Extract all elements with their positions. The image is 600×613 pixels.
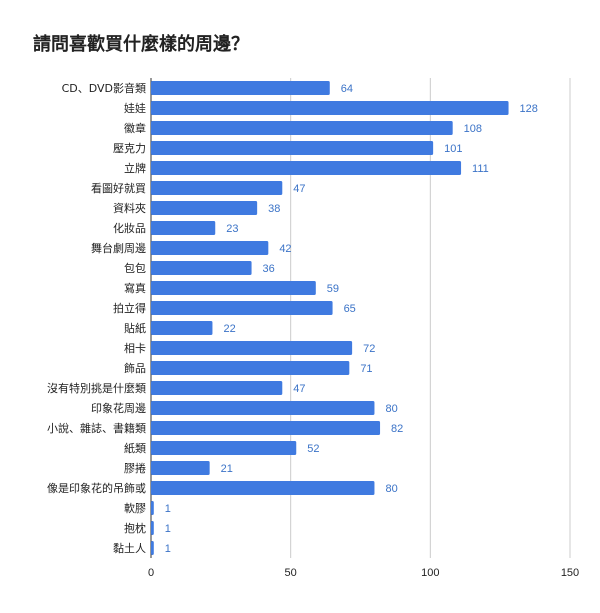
x-tick-label: 0 bbox=[148, 567, 154, 579]
category-label: CD、DVD影音類 bbox=[62, 81, 146, 95]
bar bbox=[151, 521, 154, 535]
category-label: 飾品 bbox=[124, 362, 146, 375]
bar bbox=[151, 341, 353, 355]
bar bbox=[151, 361, 350, 375]
bar bbox=[151, 301, 333, 315]
category-label: 像是印象花的吊飾或 bbox=[47, 481, 146, 495]
category-label: 紙類 bbox=[124, 441, 146, 455]
bar bbox=[151, 101, 509, 115]
data-label: 65 bbox=[344, 303, 356, 315]
data-label: 38 bbox=[268, 203, 280, 215]
bar bbox=[151, 321, 213, 335]
data-label: 101 bbox=[444, 143, 462, 155]
category-label: 看圖好就買 bbox=[91, 181, 146, 195]
bar bbox=[151, 221, 216, 235]
data-label: 52 bbox=[307, 443, 319, 455]
bar bbox=[151, 381, 283, 395]
bar bbox=[151, 401, 375, 415]
category-label: 壓克力 bbox=[113, 142, 146, 155]
bar bbox=[151, 181, 283, 195]
bar bbox=[151, 281, 316, 295]
category-label: 娃娃 bbox=[124, 102, 146, 115]
category-label: 小說、雜誌、書籍類 bbox=[47, 421, 146, 435]
category-label: 抱枕 bbox=[124, 521, 146, 535]
category-label: 立牌 bbox=[124, 161, 146, 175]
bar bbox=[151, 501, 154, 515]
data-label: 80 bbox=[385, 403, 397, 415]
category-label: 包包 bbox=[124, 262, 146, 275]
bar bbox=[151, 261, 252, 275]
data-label: 72 bbox=[363, 343, 375, 355]
category-label: 貼紙 bbox=[124, 321, 146, 335]
data-label: 47 bbox=[293, 183, 305, 195]
x-tick-label: 150 bbox=[561, 567, 579, 579]
data-label: 1 bbox=[165, 523, 171, 535]
x-tick-label: 100 bbox=[421, 567, 439, 579]
x-tick-label: 50 bbox=[285, 567, 297, 579]
bar bbox=[151, 161, 462, 175]
data-label: 1 bbox=[165, 503, 171, 515]
data-label: 111 bbox=[472, 163, 489, 175]
category-label: 徽章 bbox=[124, 121, 146, 135]
bar bbox=[151, 481, 375, 495]
data-label: 22 bbox=[223, 323, 235, 335]
bar bbox=[151, 241, 269, 255]
bar bbox=[151, 421, 381, 435]
bar bbox=[151, 141, 434, 155]
bar bbox=[151, 461, 210, 475]
bar bbox=[151, 201, 258, 215]
bar bbox=[151, 541, 154, 555]
category-label: 舞台劇周邊 bbox=[91, 241, 146, 255]
category-label: 膠捲 bbox=[124, 461, 146, 475]
bar bbox=[151, 441, 297, 455]
bar bbox=[151, 81, 330, 95]
category-label: 拍立得 bbox=[113, 301, 146, 315]
category-label: 軟膠 bbox=[124, 501, 146, 515]
category-label: 化妝品 bbox=[113, 221, 146, 235]
data-label: 1 bbox=[165, 543, 171, 555]
data-label: 71 bbox=[360, 363, 372, 375]
data-label: 42 bbox=[279, 243, 291, 255]
data-label: 80 bbox=[385, 483, 397, 495]
category-label: 寫真 bbox=[124, 281, 146, 295]
category-label: 資料夾 bbox=[113, 201, 146, 215]
category-label: 印象花周邊 bbox=[91, 401, 146, 415]
data-label: 23 bbox=[226, 223, 238, 235]
category-label: 相卡 bbox=[124, 342, 146, 355]
data-label: 21 bbox=[221, 463, 233, 475]
chart-title: 請問喜歡買什麼樣的周邊？ bbox=[33, 34, 249, 55]
data-label: 36 bbox=[263, 263, 275, 275]
data-label: 47 bbox=[293, 383, 305, 395]
data-label: 59 bbox=[327, 283, 339, 295]
data-label: 82 bbox=[391, 423, 403, 435]
data-label: 108 bbox=[464, 123, 482, 135]
data-label: 128 bbox=[520, 103, 538, 115]
category-label: 沒有特別挑是什麼類 bbox=[47, 381, 146, 395]
data-label: 64 bbox=[341, 83, 353, 95]
bar bbox=[151, 121, 453, 135]
category-label: 黏土人 bbox=[113, 541, 146, 555]
